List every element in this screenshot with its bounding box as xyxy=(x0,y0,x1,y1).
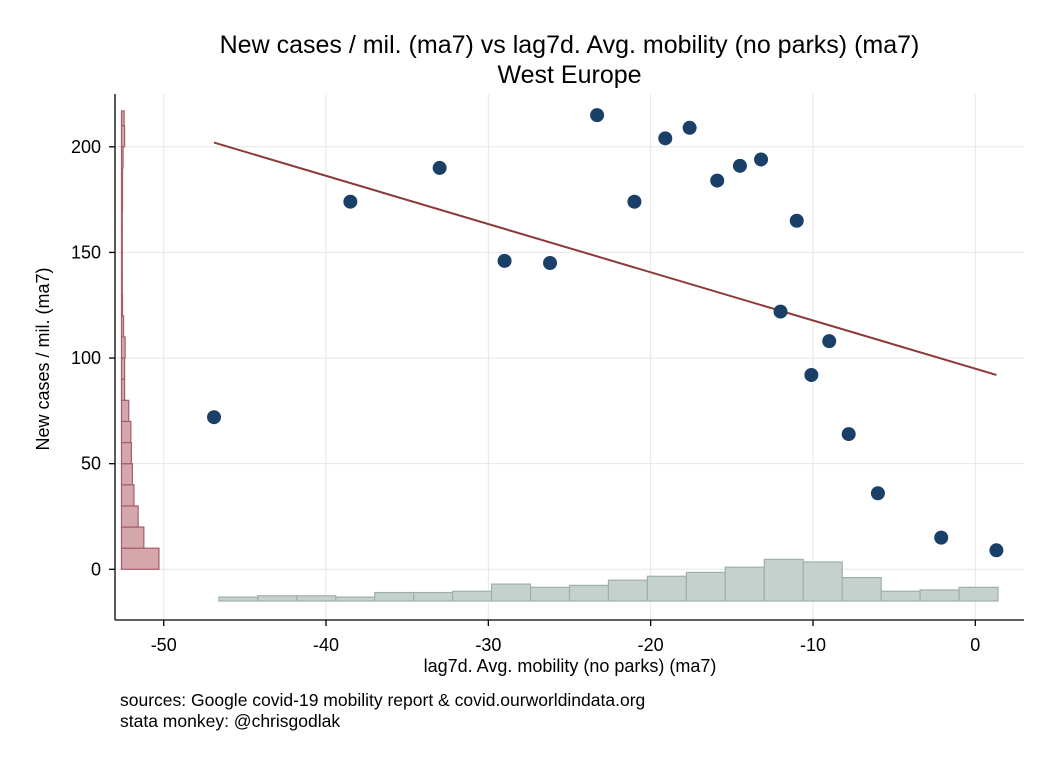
fit-line-layer xyxy=(213,141,997,376)
data-point xyxy=(497,253,512,268)
x-tick-label: -30 xyxy=(475,635,501,655)
y-hist-bar xyxy=(120,399,130,423)
x-hist-bar xyxy=(218,596,259,602)
data-point xyxy=(432,160,447,175)
y-hist-bar xyxy=(120,188,124,211)
data-point xyxy=(804,367,819,382)
x-hist-bar xyxy=(490,583,532,602)
y-axis-label: New cases / mil. (ma7) xyxy=(33,267,53,450)
x-hist-bar xyxy=(335,596,376,602)
x-marginal-histogram xyxy=(218,558,999,602)
y-tick-label: 0 xyxy=(91,559,101,579)
data-point xyxy=(754,152,769,167)
x-hist-bar xyxy=(724,566,765,602)
y-tick-label: 100 xyxy=(71,348,101,368)
y-tick-label: 200 xyxy=(71,137,101,157)
x-tick-label: 0 xyxy=(970,635,980,655)
data-point xyxy=(343,194,358,209)
data-point xyxy=(934,530,949,545)
x-hist-bar xyxy=(374,591,415,602)
x-hist-bar xyxy=(646,575,687,602)
y-tick-label: 50 xyxy=(81,454,101,474)
y-hist-bar xyxy=(120,230,123,254)
x-hist-bar xyxy=(296,595,337,602)
data-point xyxy=(841,427,856,442)
footer-author: stata monkey: @chrisgodlak xyxy=(120,711,341,731)
y-hist-bar xyxy=(120,526,145,549)
chart-subtitle: West Europe xyxy=(497,61,642,89)
grid-lines xyxy=(115,94,1024,620)
x-hist-bar xyxy=(607,579,649,602)
y-hist-bar xyxy=(120,125,126,148)
y-hist-bar xyxy=(120,547,160,570)
data-point xyxy=(773,304,788,319)
y-tick-label: 150 xyxy=(71,242,101,262)
y-hist-bar xyxy=(120,110,125,127)
data-point xyxy=(590,108,605,123)
y-hist-bar xyxy=(120,146,124,169)
data-point xyxy=(870,486,885,501)
axes: -50 -40 -30 -20 -10 0 0 50 100 150 200 xyxy=(71,94,1024,655)
y-hist-bar xyxy=(120,294,124,317)
data-point xyxy=(989,543,1004,558)
y-hist-bar xyxy=(120,463,134,486)
data-point xyxy=(822,334,837,349)
y-hist-bar xyxy=(120,336,126,359)
x-hist-bar xyxy=(763,558,804,602)
data-point xyxy=(710,173,725,188)
data-point xyxy=(789,213,804,228)
x-hist-bar xyxy=(685,571,726,602)
x-tick-label: -40 xyxy=(313,635,339,655)
y-hist-bar xyxy=(120,505,139,528)
x-tick-label: -10 xyxy=(800,635,826,655)
data-point xyxy=(543,255,558,270)
y-hist-bar xyxy=(120,420,132,444)
x-hist-bar xyxy=(529,586,571,602)
x-hist-bar xyxy=(413,591,454,602)
data-point xyxy=(682,120,697,135)
data-point xyxy=(658,131,673,146)
scatter-points xyxy=(207,108,1004,558)
x-hist-bar xyxy=(257,595,298,602)
x-hist-bar xyxy=(802,561,843,602)
y-hist-bar xyxy=(120,357,126,380)
x-tick-label: -50 xyxy=(151,635,177,655)
y-hist-bar xyxy=(120,378,126,401)
y-hist-bar xyxy=(120,251,123,275)
footer-sources: sources: Google covid-19 mobility report… xyxy=(120,690,646,710)
x-hist-bar xyxy=(919,589,960,602)
y-hist-bar xyxy=(120,315,125,338)
x-hist-bar xyxy=(958,586,999,602)
fit-line xyxy=(213,141,997,376)
x-tick-label: -20 xyxy=(638,635,664,655)
chart-title: New cases / mil. (ma7) vs lag7d. Avg. mo… xyxy=(219,31,920,59)
x-hist-bar xyxy=(452,590,493,602)
y-hist-bar xyxy=(120,272,123,296)
x-hist-bar xyxy=(841,576,882,602)
y-hist-bar xyxy=(120,484,135,507)
y-marginal-histogram xyxy=(120,110,160,570)
data-point xyxy=(732,158,747,173)
data-point xyxy=(207,410,222,425)
y-hist-bar xyxy=(120,441,132,465)
data-point xyxy=(627,194,642,209)
y-hist-bar xyxy=(120,167,124,190)
x-axis-label: lag7d. Avg. mobility (no parks) (ma7) xyxy=(424,656,717,676)
y-hist-bar xyxy=(120,209,123,232)
x-hist-bar xyxy=(880,590,921,602)
x-hist-bar xyxy=(568,584,610,602)
